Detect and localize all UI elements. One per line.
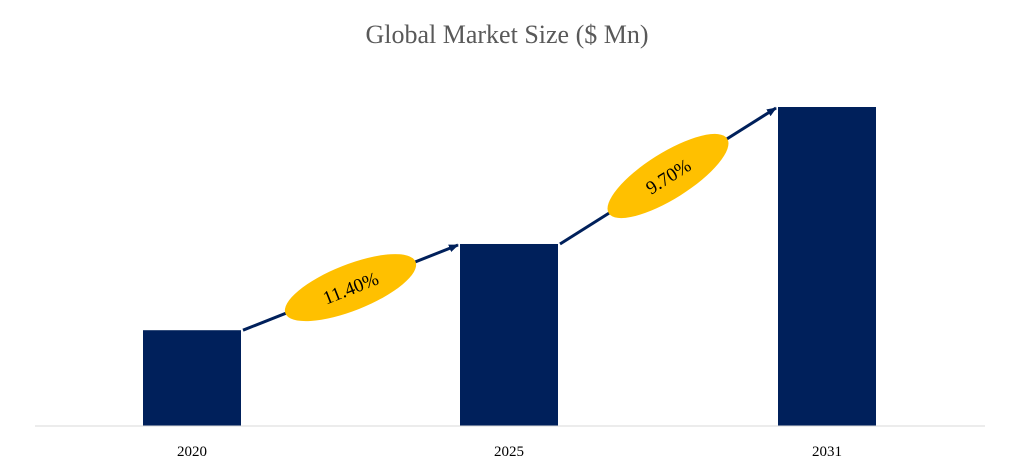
bar-2020 — [143, 330, 241, 426]
chart-title: Global Market Size ($ Mn) — [365, 20, 648, 49]
bar-2025 — [460, 243, 558, 426]
x-tick-label-2031: 2031 — [812, 444, 842, 460]
bar-2031 — [778, 107, 876, 426]
bars-layer — [143, 107, 876, 426]
growth-arrows-layer: 11.40% 9.70% — [242, 106, 777, 332]
cagr-bubble-shape-1 — [284, 254, 417, 322]
x-tick-labels-layer: 2020 2025 2031 — [177, 444, 842, 460]
cagr-bubble-shape-2 — [607, 133, 729, 219]
cagr-bubble-2: 9.70% — [607, 133, 729, 219]
x-tick-label-2025: 2025 — [494, 444, 524, 460]
cagr-bubble-1: 11.40% — [284, 254, 417, 322]
x-tick-label-2020: 2020 — [177, 444, 207, 460]
